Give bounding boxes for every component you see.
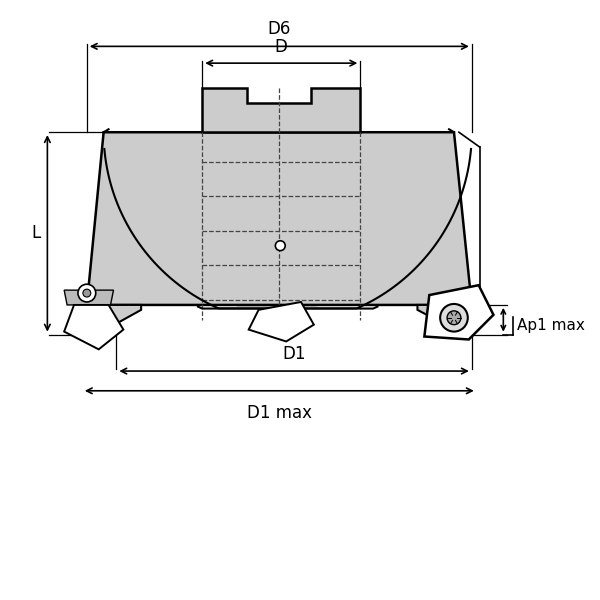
Polygon shape <box>202 88 360 132</box>
Circle shape <box>275 241 285 251</box>
Polygon shape <box>249 302 314 341</box>
Text: Ap1 max: Ap1 max <box>517 318 585 333</box>
Text: D1 max: D1 max <box>247 404 312 422</box>
Text: D6: D6 <box>268 20 291 38</box>
Text: D1: D1 <box>283 345 306 363</box>
Text: L: L <box>31 224 40 242</box>
Polygon shape <box>418 305 476 335</box>
Polygon shape <box>82 305 141 335</box>
Polygon shape <box>64 305 124 349</box>
Circle shape <box>83 289 91 297</box>
Circle shape <box>440 304 468 332</box>
Circle shape <box>447 311 461 325</box>
Polygon shape <box>64 290 113 305</box>
Polygon shape <box>87 132 472 305</box>
Polygon shape <box>424 285 493 340</box>
Circle shape <box>78 284 96 302</box>
Text: D: D <box>275 38 288 56</box>
